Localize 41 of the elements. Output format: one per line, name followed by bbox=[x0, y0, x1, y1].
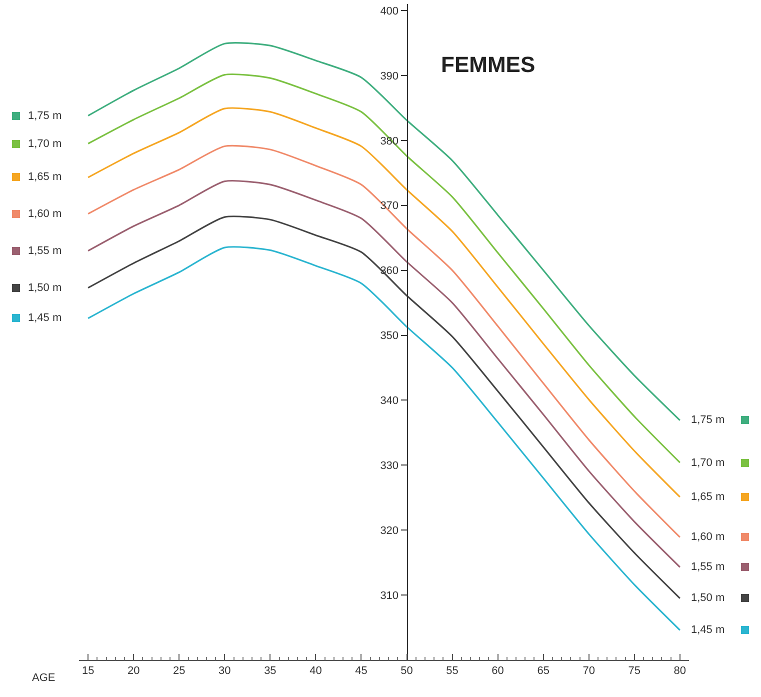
x-tick-label: 75 bbox=[628, 665, 640, 678]
text: 1,55 m bbox=[691, 561, 725, 573]
line-series bbox=[87, 144, 681, 538]
legend-label: 1,60 m bbox=[28, 208, 62, 220]
y-tick-label: 330 bbox=[380, 460, 399, 472]
x-tick-label: 15 bbox=[82, 665, 94, 678]
legend-label: 1,45 m bbox=[28, 312, 62, 324]
x-tick-label: 60 bbox=[492, 665, 504, 678]
line-series bbox=[87, 180, 681, 568]
x-tick-label: 45 bbox=[355, 665, 368, 678]
x-tick-label: 40 bbox=[310, 665, 322, 678]
legend-label: 1,55 m bbox=[28, 245, 62, 257]
x-tick-label: 20 bbox=[128, 665, 140, 678]
text: 1,70 m bbox=[691, 457, 725, 469]
x-tick-label: 50 bbox=[400, 665, 413, 678]
x-tick-label: 70 bbox=[582, 665, 595, 678]
text: 1,60 m bbox=[691, 531, 725, 543]
text: 1,45 m bbox=[691, 624, 725, 636]
y-tick-label: 340 bbox=[380, 395, 399, 408]
legend-label: 1,50 m bbox=[28, 282, 62, 294]
text: 1,50 m bbox=[691, 592, 725, 604]
text: 1,75 m bbox=[691, 414, 725, 426]
x-tick-label: 35 bbox=[264, 665, 276, 678]
line-series bbox=[87, 42, 681, 422]
y-tick-label: 310 bbox=[380, 590, 399, 602]
y-tick-label: 350 bbox=[380, 330, 399, 342]
x-tick-label: 80 bbox=[674, 665, 686, 678]
x-tick-label: 55 bbox=[446, 665, 458, 678]
legend-label: 1,75 m bbox=[28, 110, 62, 122]
y-tick-label: 400 bbox=[380, 5, 399, 18]
x-tick-label: 25 bbox=[173, 665, 186, 678]
x-tick-label: 65 bbox=[537, 665, 550, 678]
legend-label: 1,65 m bbox=[28, 171, 62, 183]
x-tick-label: 30 bbox=[218, 665, 231, 678]
line-series bbox=[87, 107, 681, 498]
text: FEMMES bbox=[441, 52, 536, 77]
text: 1,65 m bbox=[691, 491, 725, 503]
y-tick-label: 320 bbox=[380, 524, 399, 537]
x-axis-title: AGE bbox=[32, 672, 56, 684]
legend-label: 1,70 m bbox=[28, 138, 62, 150]
y-tick-label: 390 bbox=[380, 70, 399, 82]
